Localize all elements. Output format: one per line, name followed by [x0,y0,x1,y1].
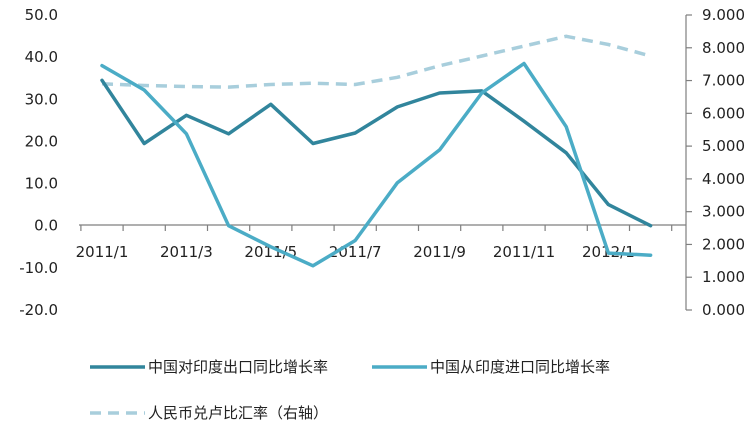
x-tick-label: 2011/11 [493,243,555,261]
series-layer [100,34,653,268]
right-y-tick-label: 6.000 [702,104,745,122]
left-y-tick-label: 10.0 [25,175,58,193]
series-line-0 [100,78,653,228]
right-y-tick-label: 0.000 [702,301,745,319]
right-y-tick-label: 8.000 [702,39,745,57]
left-y-tick-label: 0.0 [34,217,58,235]
right-y-tick-label: 7.000 [702,72,745,90]
x-tick-label: 2011/5 [244,243,297,261]
right-y-tick-label: 1.000 [702,268,745,286]
left-y-tick-label: 30.0 [25,90,58,108]
left-y-axis-ticks: 50.0 40.0 30.0 20.0 10.0 0.0 -10.0 -20.0 [19,6,58,319]
right-y-tick-label: 3.000 [702,203,745,221]
right-y-tick-label: 5.000 [702,137,745,155]
legend-label-exchange-rate: 人民币兑卢比汇率（右轴） [148,404,328,422]
x-tick-label: 2011/9 [413,243,466,261]
right-y-tick-label: 9.000 [702,6,745,24]
right-y-tick-label: 2.000 [702,235,745,253]
right-y-tick-label: 4.000 [702,170,745,188]
axes-group [79,15,687,310]
x-axis-ticks: 2011/1 2011/3 2011/5 2011/7 2011/9 2011/11 201… [76,225,673,261]
left-y-tick-label: 50.0 [25,6,58,24]
x-tick-label: 2011/3 [160,243,213,261]
series-line-1 [100,61,653,268]
left-y-tick-label: 40.0 [25,48,58,66]
legend: 中国对印度出口同比增长率 中国从印度进口同比增长率 人民币兑卢比汇率（右轴） [90,358,610,422]
legend-label-export: 中国对印度出口同比增长率 [148,358,328,376]
left-y-tick-label: -10.0 [19,259,58,277]
x-tick-label: 2011/1 [76,243,129,261]
legend-label-import: 中国从印度进口同比增长率 [430,358,610,376]
left-y-tick-label: -20.0 [19,301,58,319]
left-y-tick-label: 20.0 [25,132,58,150]
series-line-2 [101,34,652,89]
right-y-axis-ticks: 9.000 8.000 7.000 6.000 5.000 4.000 3.000 2.000… [686,6,745,319]
